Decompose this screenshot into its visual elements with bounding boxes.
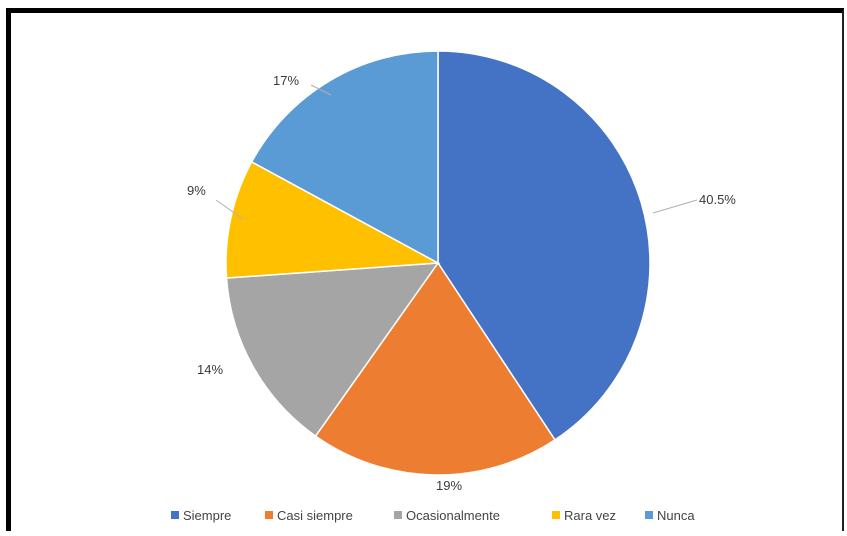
data-label-nunca: 17% [273,73,299,88]
legend-label-casi-siempre: Casi siempre [277,508,353,523]
leader-line-siempre [652,199,698,214]
pie-slice-rara-vez [225,160,441,279]
leader-line-nunca [310,84,332,96]
pie-slices [225,50,651,476]
data-label-casi-siempre: 19% [436,478,462,493]
legend-label-siempre: Siempre [183,508,231,523]
pie-chart: 40.5% 19% 14% 9% 17% Siempre Casi siempr… [171,50,736,523]
chart-frame: 40.5% 19% 14% 9% 17% Siempre Casi siempr… [6,8,844,531]
legend-label-rara-vez: Rara vez [564,508,616,523]
legend-swatch-casi-siempre [265,511,273,519]
data-label-ocasionalmente: 14% [197,362,223,377]
legend-label-nunca: Nunca [657,508,695,523]
legend-label-ocasionalmente: Ocasionalmente [406,508,500,523]
legend-swatch-siempre [171,511,179,519]
data-label-rara-vez: 9% [187,183,206,198]
legend-swatch-nunca [645,511,653,519]
data-labels: 40.5% 19% 14% 9% 17% [187,73,736,493]
leader-line-rara-vez [215,199,244,220]
data-label-siempre: 40.5% [699,192,736,207]
legend-swatch-rara-vez [552,511,560,519]
leader-lines [215,84,698,220]
legend: Siempre Casi siempre Ocasionalmente Rara… [171,508,695,523]
pie-slice-ocasionalmente [225,262,440,438]
pie-slice-casi-siempre [314,261,556,476]
pie-slice-nunca [250,50,439,265]
legend-swatch-ocasionalmente [394,511,402,519]
